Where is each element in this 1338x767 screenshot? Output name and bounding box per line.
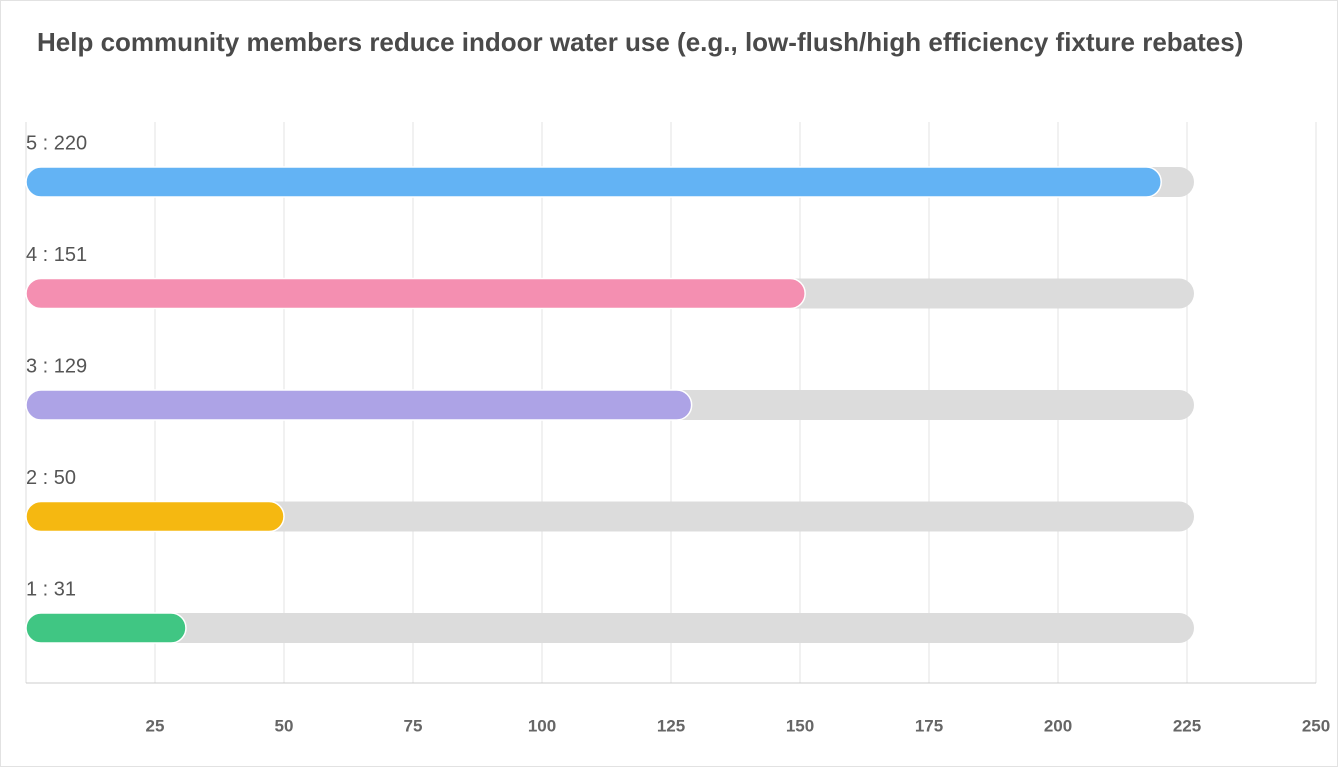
- x-tick-label: 100: [528, 716, 556, 735]
- bar: [25, 277, 806, 310]
- bar-label: 2 : 50: [26, 467, 76, 489]
- x-tick-label: 225: [1173, 716, 1201, 735]
- x-tick-label: 75: [404, 716, 423, 735]
- x-tick-label: 150: [786, 716, 814, 735]
- bar-track: [26, 501, 1194, 532]
- x-tick-label: 25: [146, 716, 165, 735]
- x-tick-label: 125: [657, 716, 685, 735]
- bar-label: 3 : 129: [26, 355, 87, 377]
- bar: [25, 500, 285, 533]
- bar: [25, 612, 187, 644]
- x-tick-label: 175: [915, 716, 943, 735]
- bar-label: 5 : 220: [26, 132, 87, 154]
- x-tick-label: 250: [1302, 716, 1330, 735]
- bar: [25, 166, 1162, 198]
- chart-title: Help community members reduce indoor wat…: [37, 27, 1244, 57]
- bar-label: 4 : 151: [26, 244, 87, 266]
- x-tick-label: 50: [275, 716, 294, 735]
- bar-label: 1 : 31: [26, 578, 76, 600]
- bar-track: [26, 613, 1194, 643]
- bar: [25, 389, 693, 421]
- x-tick-label: 200: [1044, 716, 1072, 735]
